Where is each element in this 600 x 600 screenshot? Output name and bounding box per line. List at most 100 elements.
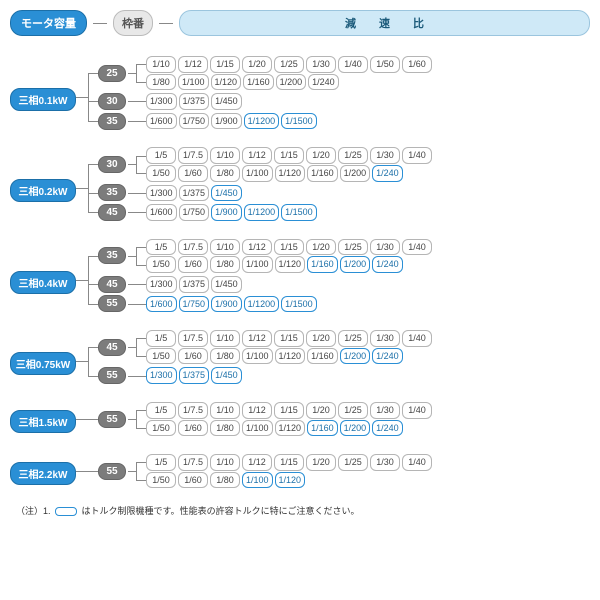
ratio-cell-limited: 1/900 — [211, 204, 242, 221]
ratio-cell-limited: 1/120 — [275, 472, 306, 489]
ratio-cell: 1/30 — [370, 330, 400, 347]
ratio-cell-limited: 1/375 — [179, 367, 210, 384]
frame-row: 45 1/51/7.51/101/121/151/201/251/301/401/… — [80, 329, 590, 365]
ratio-cell: 1/5 — [146, 239, 176, 256]
ratio-rows: 1/51/7.51/101/121/151/201/251/301/401/50… — [132, 401, 590, 437]
ratio-cell: 1/5 — [146, 402, 176, 419]
ratio-cell-limited: 1/240 — [372, 256, 403, 273]
ratio-cell: 1/15 — [274, 454, 304, 471]
ratio-cell: 1/80 — [210, 472, 240, 489]
header-row: モータ容量 枠番 減 速 比 — [10, 10, 590, 36]
frame-tree: 45 1/51/7.51/101/121/151/201/251/301/401/… — [80, 328, 590, 386]
ratio-cell: 1/30 — [370, 239, 400, 256]
frame-row: 451/6001/7501/9001/12001/1500 — [80, 203, 590, 222]
ratio-cell: 1/100 — [242, 256, 273, 273]
ratio-cell: 1/600 — [146, 204, 177, 221]
motor-column: 三相0.1kW — [10, 54, 80, 131]
ratio-line: 1/501/601/801/1001/1201/1601/2001/240 — [132, 165, 590, 182]
ratio-cell: 1/5 — [146, 147, 176, 164]
header-motor-capacity: モータ容量 — [10, 10, 87, 36]
ratio-line: 1/501/601/801/1001/120 — [132, 472, 590, 489]
ratio-cell: 1/12 — [178, 56, 208, 73]
motor-capacity-pill: 三相0.2kW — [10, 179, 76, 202]
ratio-line: 1/51/7.51/101/121/151/201/251/301/40 — [132, 147, 590, 164]
ratio-cell-limited: 1/900 — [211, 296, 242, 313]
ratio-cell: 1/15 — [274, 330, 304, 347]
ratio-cell: 1/15 — [274, 239, 304, 256]
ratio-cell: 1/80 — [210, 420, 240, 437]
ratio-cell-limited: 1/200 — [340, 420, 371, 437]
ratio-cell-limited: 1/1200 — [244, 113, 280, 130]
ratio-line: 1/501/601/801/1001/1201/1601/2001/240 — [132, 256, 590, 273]
footnote: （注）1. はトルク制限機種です。性能表の許容トルクに特にご注意ください。 — [10, 504, 590, 517]
ratio-rows: 1/51/7.51/101/121/151/201/251/301/401/50… — [132, 146, 590, 182]
footnote-highlight-sample — [55, 507, 77, 516]
ratio-rows: 1/101/121/151/201/251/301/401/501/601/80… — [132, 55, 590, 91]
ratio-line: 1/3001/3751/450 — [132, 276, 590, 293]
ratio-rows: 1/3001/3751/450 — [132, 92, 590, 111]
frame-row: 55 1/51/7.51/101/121/151/201/251/301/401/… — [80, 401, 590, 437]
frame-number-pill: 45 — [98, 339, 126, 356]
ratio-cell: 1/80 — [210, 165, 240, 182]
ratio-cell: 1/900 — [211, 113, 242, 130]
ratio-cell: 1/300 — [146, 93, 177, 110]
frame-row: 551/3001/3751/450 — [80, 366, 590, 385]
ratio-cell: 1/12 — [242, 454, 272, 471]
header-connector — [159, 23, 173, 24]
frame-tree: 251/101/121/151/201/251/301/401/501/601/… — [80, 54, 590, 131]
ratio-cell: 1/12 — [242, 147, 272, 164]
groups-container: 三相0.1kW251/101/121/151/201/251/301/401/5… — [10, 54, 590, 490]
ratio-line: 1/501/601/801/1001/1201/1601/2001/240 — [132, 348, 590, 365]
ratio-cell: 1/12 — [242, 330, 272, 347]
frame-row: 451/3001/3751/450 — [80, 275, 590, 294]
ratio-cell: 1/10 — [210, 402, 240, 419]
ratio-line: 1/501/601/801/1001/1201/1601/2001/240 — [132, 420, 590, 437]
ratio-cell: 1/300 — [146, 185, 177, 202]
motor-column: 三相2.2kW — [10, 452, 80, 490]
ratio-line: 1/51/7.51/101/121/151/201/251/301/40 — [132, 402, 590, 419]
ratio-cell-limited: 1/600 — [146, 296, 177, 313]
ratio-cell: 1/10 — [210, 239, 240, 256]
ratio-cell: 1/20 — [306, 402, 336, 419]
ratio-cell: 1/80 — [146, 74, 176, 91]
ratio-cell-limited: 1/240 — [372, 420, 403, 437]
ratio-cell: 1/7.5 — [178, 402, 208, 419]
ratio-cell: 1/375 — [179, 276, 210, 293]
frame-tree: 351/51/7.51/101/121/151/201/251/301/401/… — [80, 237, 590, 314]
ratio-rows: 1/3001/3751/450 — [132, 366, 590, 385]
ratio-cell: 1/25 — [274, 56, 304, 73]
ratio-cell-limited: 1/450 — [211, 367, 242, 384]
ratio-cell: 1/600 — [146, 113, 177, 130]
ratio-cell: 1/50 — [146, 472, 176, 489]
ratio-cell: 1/40 — [402, 402, 432, 419]
ratio-cell: 1/25 — [338, 330, 368, 347]
ratio-cell: 1/200 — [276, 74, 307, 91]
ratio-cell: 1/25 — [338, 147, 368, 164]
header-reduction-ratio: 減 速 比 — [179, 10, 590, 36]
ratio-cell: 1/30 — [370, 402, 400, 419]
ratio-line: 1/3001/3751/450 — [132, 93, 590, 110]
ratio-cell: 1/50 — [146, 420, 176, 437]
frame-row: 351/51/7.51/101/121/151/201/251/301/401/… — [80, 238, 590, 274]
ratio-line: 1/3001/3751/450 — [132, 367, 590, 384]
ratio-rows: 1/51/7.51/101/121/151/201/251/301/401/50… — [132, 238, 590, 274]
ratio-rows: 1/51/7.51/101/121/151/201/251/301/401/50… — [132, 329, 590, 365]
ratio-cell: 1/25 — [338, 239, 368, 256]
ratio-cell: 1/10 — [146, 56, 176, 73]
motor-group: 三相0.75kW451/51/7.51/101/121/151/201/251/… — [10, 328, 590, 386]
frame-row: 251/101/121/151/201/251/301/401/501/601/… — [80, 55, 590, 91]
ratio-cell-limited: 1/240 — [372, 348, 403, 365]
motor-group: 三相1.5kW551/51/7.51/101/121/151/201/251/3… — [10, 400, 590, 438]
ratio-cell: 1/375 — [179, 93, 210, 110]
ratio-cell: 1/15 — [210, 56, 240, 73]
ratio-cell-limited: 1/200 — [340, 348, 371, 365]
ratio-rows: 1/6001/7501/9001/12001/1500 — [132, 112, 590, 131]
ratio-cell: 1/120 — [275, 165, 306, 182]
frame-number-pill: 30 — [98, 93, 126, 110]
ratio-cell: 1/450 — [211, 276, 242, 293]
ratio-cell-limited: 1/100 — [242, 472, 273, 489]
frame-number-pill: 55 — [98, 463, 126, 480]
frame-number-pill: 35 — [98, 113, 126, 130]
frame-number-pill: 35 — [98, 184, 126, 201]
frame-number-pill: 55 — [98, 411, 126, 428]
